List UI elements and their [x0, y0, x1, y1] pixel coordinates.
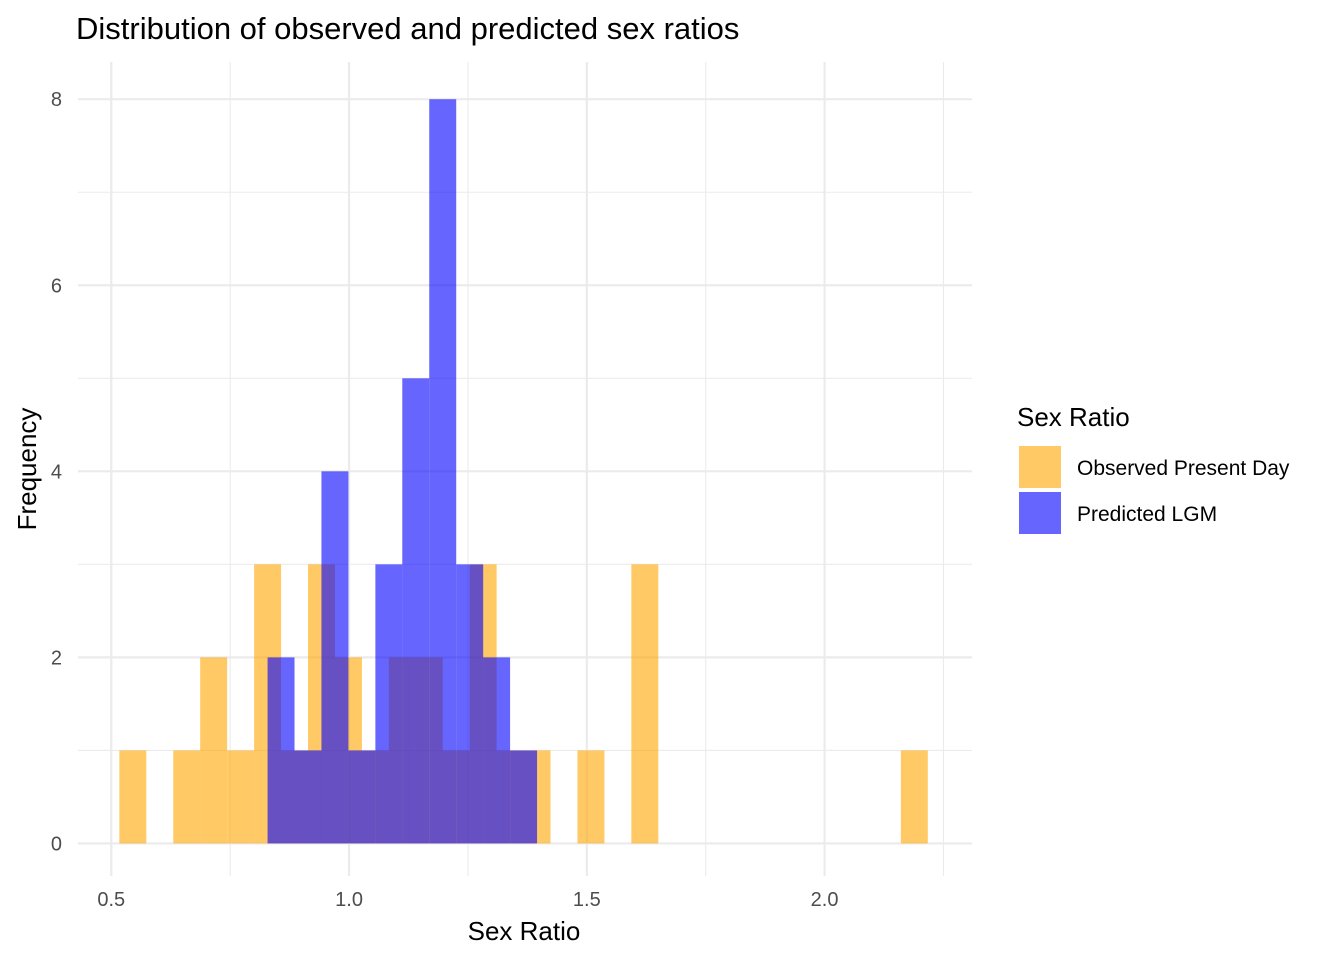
predicted-bar	[483, 657, 511, 844]
x-tick-label: 1.5	[573, 889, 601, 911]
x-axis-title: Sex Ratio	[468, 916, 581, 946]
x-tick-label: 2.0	[811, 889, 839, 911]
predicted-bar	[429, 99, 457, 844]
legend-swatch-observed	[1019, 446, 1061, 488]
y-axis-tick-labels: 0 2 4 6 8	[51, 89, 62, 855]
observed-bar	[200, 657, 228, 844]
predicted-bar	[348, 750, 376, 844]
predicted-bar	[402, 378, 430, 844]
observed-bar	[577, 750, 605, 844]
legend-label-predicted: Predicted LGM	[1077, 503, 1217, 526]
predicted-bar	[267, 657, 295, 844]
predicted-bar	[375, 564, 403, 844]
predicted-bar	[321, 471, 349, 844]
x-tick-label: 0.5	[97, 889, 125, 911]
observed-bar	[119, 750, 147, 844]
observed-bar	[173, 750, 201, 844]
y-axis-title: Frequency	[12, 408, 42, 531]
predicted-bar	[294, 750, 322, 844]
y-tick-label: 2	[51, 647, 62, 669]
legend-swatch-predicted	[1019, 492, 1061, 534]
legend-title: Sex Ratio	[1017, 402, 1130, 432]
chart-title: Distribution of observed and predicted s…	[76, 11, 739, 46]
x-tick-label: 1.0	[335, 889, 363, 911]
y-tick-label: 8	[51, 89, 62, 111]
observed-bar	[631, 564, 659, 844]
x-axis-tick-labels: 0.5 1.0 1.5 2.0	[97, 889, 838, 911]
legend-label-observed: Observed Present Day	[1077, 457, 1290, 480]
observed-bar	[900, 750, 928, 844]
predicted-bars	[267, 99, 538, 844]
legend: Sex Ratio Observed Present Day Predicted…	[1017, 402, 1290, 534]
y-tick-label: 4	[51, 461, 62, 483]
y-tick-label: 0	[51, 833, 62, 855]
predicted-bar	[510, 750, 538, 844]
observed-bar	[227, 750, 255, 844]
predicted-bar	[456, 564, 484, 844]
y-tick-label: 6	[51, 275, 62, 297]
